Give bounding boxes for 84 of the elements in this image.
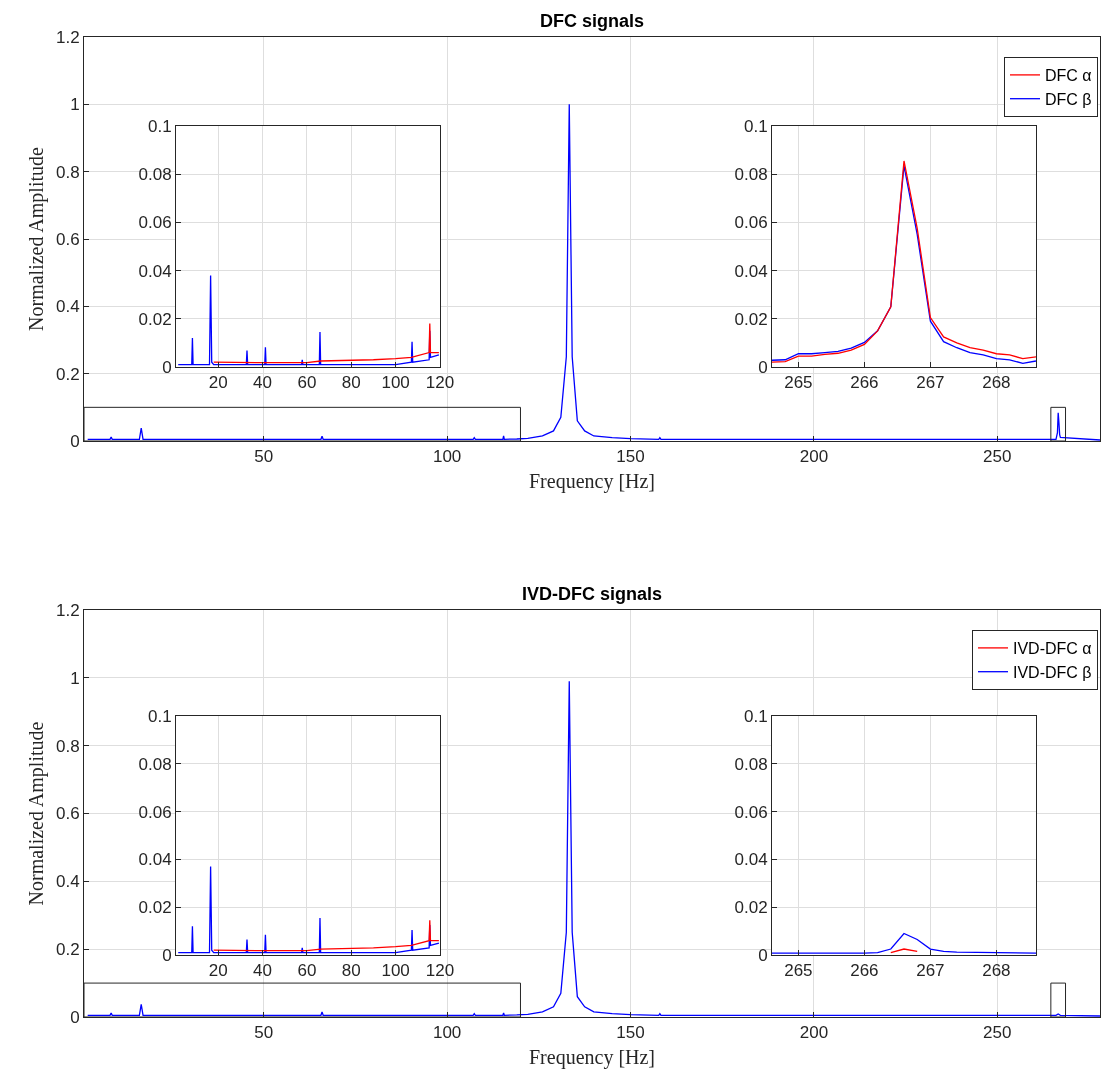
y-tick-label: 0.4 [55, 872, 80, 892]
x-tick-label: 50 [254, 447, 274, 467]
x-axis-title: Frequency [Hz] [528, 1045, 656, 1069]
y-tick-label: 0.08 [138, 165, 172, 185]
x-tick-label: 60 [297, 373, 317, 393]
line-series [87, 680, 1100, 1017]
y-tick-label: 0.04 [734, 261, 768, 281]
x-tick-label: 268 [982, 373, 1011, 393]
x-tick-label: 120 [425, 373, 455, 393]
y-tick-label: 0.4 [55, 297, 80, 317]
y-tick-label: 0.06 [138, 213, 172, 233]
legend-label: IVD-DFC α [1013, 640, 1092, 658]
x-tick-label: 200 [799, 1023, 829, 1043]
legend-label: DFC α [1045, 67, 1092, 85]
y-tick-label: 0.04 [138, 261, 172, 281]
x-tick-label: 80 [341, 961, 361, 981]
y-axis-title: Normalized Amplitude [25, 146, 49, 331]
y-tick-label: 0.6 [55, 229, 80, 249]
x-tick-label: 250 [983, 447, 1012, 467]
y-tick-label: 0.08 [734, 165, 768, 185]
y-tick-label: 0.2 [55, 364, 80, 384]
y-tick-label: 0.02 [734, 898, 768, 918]
y-tick-label: 0 [758, 945, 768, 965]
x-tick-label: 150 [616, 1023, 645, 1043]
x-tick-label: 266 [850, 961, 879, 981]
y-tick-label: 0.06 [734, 213, 768, 233]
y-tick-label: 0 [70, 1007, 80, 1027]
legend-label: DFC β [1045, 90, 1092, 108]
y-tick-label: 0 [162, 357, 172, 377]
line-series [177, 274, 440, 366]
x-tick-label: 20 [208, 961, 228, 981]
x-tick-label: 80 [341, 373, 361, 393]
y-tick-label: 0 [162, 945, 172, 965]
x-tick-label: 265 [784, 961, 813, 981]
x-tick-label: 100 [432, 1023, 462, 1043]
line-series [177, 865, 440, 954]
x-tick-label: 150 [616, 447, 645, 467]
y-tick-label: 1 [70, 95, 80, 115]
y-tick-label: 0.1 [743, 116, 768, 136]
y-tick-label: 0.8 [55, 736, 80, 756]
y-tick-label: 0.08 [138, 754, 172, 774]
y-tick-label: 1.2 [55, 27, 80, 47]
y-tick-label: 1 [70, 668, 80, 688]
legend-label: IVD-DFC β [1013, 663, 1092, 681]
x-tick-label: 20 [208, 373, 228, 393]
x-axis-title: Frequency [Hz] [528, 469, 656, 493]
line-series [213, 322, 440, 364]
chart-title: DFC signals [540, 11, 645, 31]
y-tick-label: 0.06 [138, 802, 172, 822]
y-tick-label: 1.2 [55, 600, 80, 620]
y-tick-label: 0.04 [138, 850, 172, 870]
x-tick-label: 265 [784, 373, 813, 393]
y-tick-label: 0.1 [147, 706, 172, 726]
y-tick-label: 0.6 [55, 804, 80, 824]
x-tick-label: 50 [254, 1023, 274, 1043]
line-series [213, 919, 440, 952]
y-tick-label: 0 [70, 431, 80, 451]
x-tick-label: 267 [916, 373, 945, 393]
x-tick-label: 200 [799, 447, 829, 467]
y-tick-label: 0.02 [138, 898, 172, 918]
x-tick-label: 60 [297, 961, 317, 981]
y-axis-title: Normalized Amplitude [25, 721, 49, 906]
x-tick-label: 267 [916, 961, 945, 981]
y-tick-label: 0.02 [734, 309, 768, 329]
x-tick-label: 100 [381, 961, 410, 981]
y-tick-label: 0.2 [55, 940, 80, 960]
y-tick-label: 0.08 [734, 754, 768, 774]
line-series [772, 932, 1036, 954]
y-tick-label: 0.8 [55, 162, 80, 182]
y-tick-label: 0.04 [734, 850, 768, 870]
y-tick-label: 0.06 [734, 802, 768, 822]
x-tick-label: 268 [982, 961, 1011, 981]
x-tick-label: 40 [253, 961, 272, 981]
x-tick-label: 100 [381, 373, 410, 393]
x-tick-label: 250 [983, 1023, 1012, 1043]
x-tick-label: 100 [432, 447, 462, 467]
chart-title: IVD-DFC signals [522, 584, 663, 604]
x-tick-label: 266 [850, 373, 879, 393]
y-tick-label: 0.1 [743, 706, 768, 726]
x-tick-label: 40 [253, 373, 272, 393]
y-tick-label: 0 [758, 357, 768, 377]
y-tick-label: 0.1 [147, 116, 172, 136]
x-tick-label: 120 [425, 961, 455, 981]
y-tick-label: 0.02 [138, 309, 172, 329]
